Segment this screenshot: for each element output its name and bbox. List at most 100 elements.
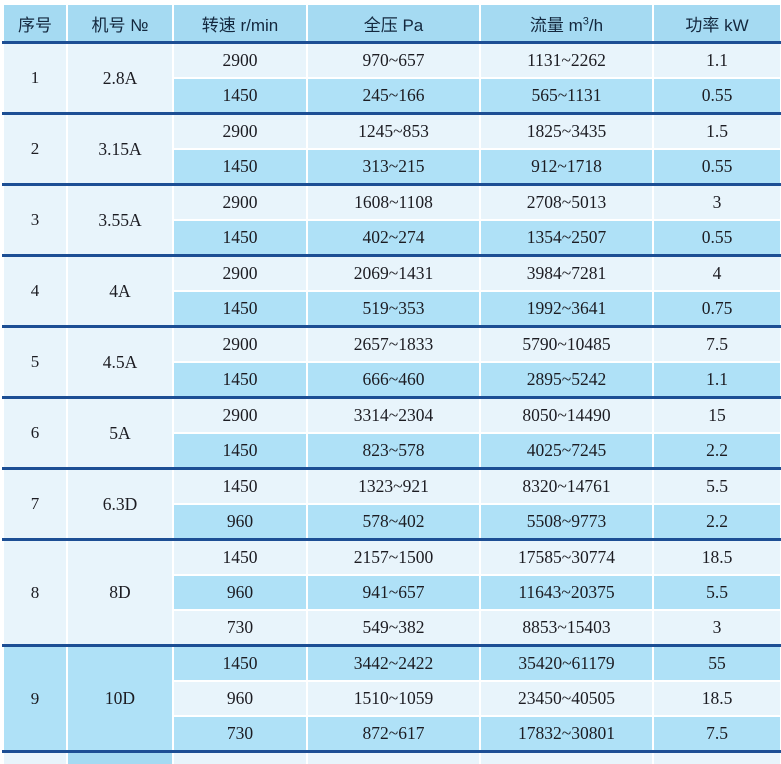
seq-cell: 3 xyxy=(2,183,68,257)
model-cell: 5A xyxy=(66,396,174,470)
pressure-cell: 666~460 xyxy=(306,361,481,399)
model-cell: 6.3D xyxy=(66,467,174,541)
spec-row: 1450 245~166 565~1131 0.55 xyxy=(3,77,781,115)
model-cell: 3.55A xyxy=(66,183,174,257)
flow-cell: 1354~2507 xyxy=(479,219,654,257)
partial-next-row-group xyxy=(2,750,781,764)
speed-cell: 1450 xyxy=(172,290,308,328)
partial-next-row xyxy=(2,750,781,764)
partial-cell xyxy=(479,750,654,764)
power-cell: 15 xyxy=(652,396,781,434)
seq-cell: 7 xyxy=(2,467,68,541)
spec-row: 6 5A 2900 3314~2304 8050~14490 15 xyxy=(2,396,781,470)
model-cell: 10D xyxy=(66,644,174,753)
speed-cell: 2900 xyxy=(172,396,308,434)
speed-cell: 1450 xyxy=(172,432,308,470)
pressure-cell: 2157~1500 xyxy=(306,538,481,576)
power-cell: 0.55 xyxy=(652,77,781,115)
model-cell: 4.5A xyxy=(66,325,174,399)
flow-unit-suffix: /h xyxy=(588,15,604,35)
model-cell: 8D xyxy=(66,538,174,647)
pressure-cell: 3314~2304 xyxy=(306,396,481,434)
speed-cell: 960 xyxy=(172,503,308,541)
power-cell: 1.5 xyxy=(652,112,781,150)
power-cell: 0.55 xyxy=(652,219,781,257)
seq-cell: 9 xyxy=(2,644,68,753)
model-cell: 3.15A xyxy=(66,112,174,186)
pressure-cell: 519~353 xyxy=(306,290,481,328)
flow-cell: 1131~2262 xyxy=(479,41,654,79)
spec-row: 1450 823~578 4025~7245 2.2 xyxy=(3,432,781,470)
speed-cell: 2900 xyxy=(172,183,308,221)
pressure-cell: 941~657 xyxy=(306,574,481,611)
col-header-power: 功率 kW xyxy=(652,3,781,44)
flow-cell: 8320~14761 xyxy=(479,467,654,505)
pressure-cell: 245~166 xyxy=(306,77,481,115)
flow-cell: 8050~14490 xyxy=(479,396,654,434)
speed-cell: 1450 xyxy=(172,148,308,186)
col-header-speed: 转速 r/min xyxy=(172,3,308,44)
power-cell: 18.5 xyxy=(652,680,781,717)
speed-cell: 1450 xyxy=(172,77,308,115)
spec-row: 960 578~402 5508~9773 2.2 xyxy=(3,503,781,541)
speed-cell: 1450 xyxy=(172,219,308,257)
pressure-cell: 1510~1059 xyxy=(306,680,481,717)
flow-cell: 23450~40505 xyxy=(479,680,654,717)
pressure-cell: 2069~1431 xyxy=(306,254,481,292)
flow-cell: 4025~7245 xyxy=(479,432,654,470)
power-cell: 2.2 xyxy=(652,503,781,541)
flow-cell: 17832~30801 xyxy=(479,715,654,753)
speed-cell: 1450 xyxy=(172,361,308,399)
model-cell: 2.8A xyxy=(66,41,174,115)
flow-cell: 912~1718 xyxy=(479,148,654,186)
flow-unit-superscript: 3 xyxy=(582,14,589,27)
seq-cell: 1 xyxy=(2,41,68,115)
flow-unit-prefix: 流量 m xyxy=(529,15,583,35)
flow-cell: 1825~3435 xyxy=(479,112,654,150)
seq-cell: 4 xyxy=(2,254,68,328)
col-header-model: 机号 № xyxy=(66,3,174,44)
power-cell: 5.5 xyxy=(652,467,781,505)
spec-row: 3 3.55A 2900 1608~1108 2708~5013 3 xyxy=(2,183,781,257)
spec-row: 730 549~382 8853~15403 3 xyxy=(3,609,781,647)
pressure-cell: 578~402 xyxy=(306,503,481,541)
col-header-pressure: 全压 Pa xyxy=(306,3,481,44)
spec-row: 730 872~617 17832~30801 7.5 xyxy=(3,715,781,753)
partial-seq-cell xyxy=(2,750,68,764)
spec-row: 5 4.5A 2900 2657~1833 5790~10485 7.5 xyxy=(2,325,781,399)
spec-row: 960 1510~1059 23450~40505 18.5 xyxy=(3,680,781,717)
speed-cell: 2900 xyxy=(172,325,308,363)
power-cell: 2.2 xyxy=(652,432,781,470)
power-cell: 18.5 xyxy=(652,538,781,576)
power-cell: 3 xyxy=(652,183,781,221)
speed-cell: 730 xyxy=(172,715,308,753)
spec-row: 1450 666~460 2895~5242 1.1 xyxy=(3,361,781,399)
pressure-cell: 549~382 xyxy=(306,609,481,647)
fan-spec-table: 序号 机号 № 转速 r/min 全压 Pa 流量 m3/h 功率 kW 1 2.… xyxy=(2,3,781,764)
pressure-cell: 3442~2422 xyxy=(306,644,481,682)
spec-table-body: 1 2.8A 2900 970~657 1131~2262 1.1 1450 245~166 5… xyxy=(2,41,781,753)
speed-cell: 1450 xyxy=(172,538,308,576)
speed-cell: 2900 xyxy=(172,254,308,292)
flow-cell: 2895~5242 xyxy=(479,361,654,399)
flow-cell: 17585~30774 xyxy=(479,538,654,576)
flow-cell: 565~1131 xyxy=(479,77,654,115)
spec-row: 960 941~657 11643~20375 5.5 xyxy=(3,574,781,611)
flow-cell: 5790~10485 xyxy=(479,325,654,363)
flow-cell: 2708~5013 xyxy=(479,183,654,221)
partial-cell xyxy=(306,750,481,764)
flow-cell: 35420~61179 xyxy=(479,644,654,682)
speed-cell: 960 xyxy=(172,574,308,611)
spec-row: 4 4A 2900 2069~1431 3984~7281 4 xyxy=(2,254,781,328)
power-cell: 7.5 xyxy=(652,715,781,753)
power-cell: 1.1 xyxy=(652,361,781,399)
power-cell: 0.75 xyxy=(652,290,781,328)
pressure-cell: 872~617 xyxy=(306,715,481,753)
header-row: 序号 机号 № 转速 r/min 全压 Pa 流量 m3/h 功率 kW xyxy=(2,3,781,44)
pressure-cell: 823~578 xyxy=(306,432,481,470)
seq-cell: 5 xyxy=(2,325,68,399)
pressure-cell: 313~215 xyxy=(306,148,481,186)
seq-cell: 8 xyxy=(2,538,68,647)
power-cell: 7.5 xyxy=(652,325,781,363)
